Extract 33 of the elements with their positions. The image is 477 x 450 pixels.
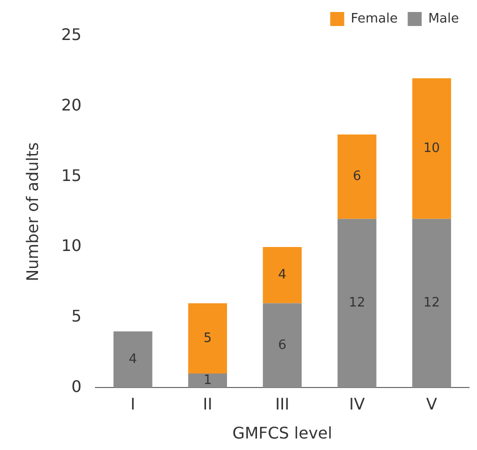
data-label: 12 [423,296,440,311]
x-tick-label: II [202,394,212,414]
y-tick-label: 10 [61,236,82,256]
y-tick-label: 20 [61,95,82,114]
x-tick-label: III [275,394,290,414]
y-tick-label: 15 [61,166,82,185]
y-tick-label: 25 [61,25,82,44]
bar [338,218,376,388]
data-label: 1 [203,372,212,388]
data-label: 6 [278,338,286,353]
x-axis-title: GMFCS level [232,424,332,443]
y-tick-label: 5 [71,306,82,326]
bar [188,303,228,374]
bar [338,134,376,219]
y-tick-label: 0 [71,376,82,396]
data-label: 12 [348,296,366,311]
bar [412,78,452,219]
bar [262,246,302,304]
bar [412,218,452,388]
bar [262,303,302,388]
data-label: 4 [278,267,286,282]
bar [188,374,228,388]
x-tick-label: IV [349,394,365,414]
y-axis-title: Number of adults [22,142,42,282]
data-label: 6 [352,169,362,184]
x-tick-label: I [130,394,136,414]
data-label: 4 [128,352,138,367]
x-tick-label: V [426,394,438,414]
legend-label: Female [350,11,398,26]
legend-label: Male [428,11,460,26]
data-label: 10 [423,140,440,156]
bar [113,331,152,388]
data-label: 5 [203,330,212,346]
